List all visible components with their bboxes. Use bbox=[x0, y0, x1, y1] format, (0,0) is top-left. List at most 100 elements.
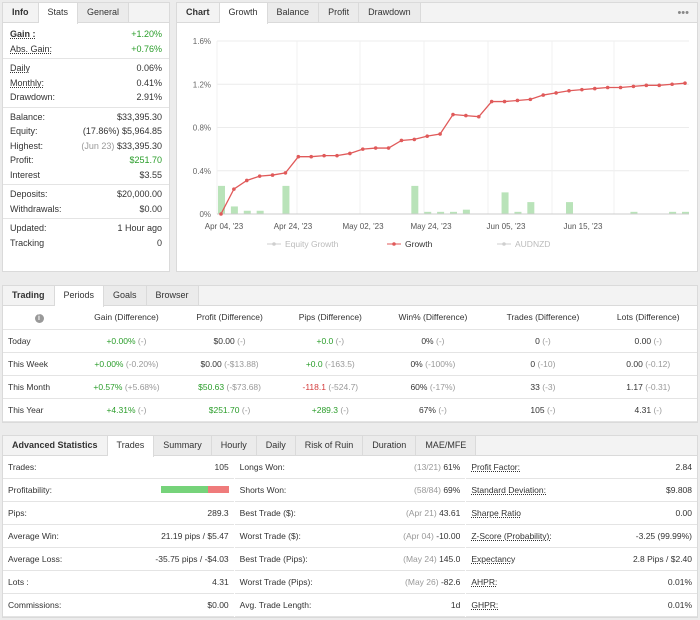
tab-daily[interactable]: Daily bbox=[256, 436, 296, 455]
legend-marker bbox=[502, 242, 506, 246]
tab-general[interactable]: General bbox=[78, 3, 130, 22]
audnzd-bar bbox=[501, 192, 509, 214]
info-value-wrap: $3.55 bbox=[139, 168, 162, 183]
stat-label[interactable]: GHPR: bbox=[471, 600, 499, 610]
growth-point bbox=[670, 82, 674, 87]
growth-point bbox=[399, 138, 404, 143]
tab-profit[interactable]: Profit bbox=[319, 3, 360, 22]
stat-value: 2.8 Pips / $2.40 bbox=[632, 554, 693, 564]
growth-point bbox=[412, 137, 417, 142]
profitability-bar bbox=[160, 486, 229, 493]
stat-value-wrap: 1d bbox=[451, 600, 460, 610]
audnzd-bar bbox=[424, 211, 432, 214]
header-win: Win% (Difference) bbox=[379, 306, 487, 330]
legend-label[interactable]: Equity Growth bbox=[285, 239, 339, 249]
stat-prefix: (May 24) bbox=[403, 554, 437, 564]
info-label[interactable]: Monthly: bbox=[10, 77, 45, 88]
periods-body: Today +0.00% (-) $0.00 (-) +0.0 (-) 0% (-) 0 … bbox=[3, 329, 697, 422]
tab-drawdown[interactable]: Drawdown bbox=[359, 3, 421, 22]
stat-label[interactable]: AHPR: bbox=[471, 577, 498, 587]
tab-risk-of-ruin[interactable]: Risk of Ruin bbox=[295, 436, 364, 455]
period-label: This Month bbox=[3, 375, 75, 399]
info-label[interactable]: Gain : bbox=[10, 29, 36, 39]
stat-value-wrap: (13/21) 61% bbox=[414, 462, 460, 472]
tab-info[interactable]: Info bbox=[3, 3, 39, 22]
period-value: 0.00 bbox=[626, 358, 643, 369]
tab-goals[interactable]: Goals bbox=[104, 286, 147, 305]
stat-row: GHPR: 0.01% bbox=[466, 594, 698, 617]
info-row: Updated: 1 Hour ago bbox=[3, 221, 169, 236]
growth-chart: 0% 0.4% 0.8% 1.2% 1.6% Apr 04, '23 Apr 24, '23… bbox=[193, 37, 689, 249]
growth-point bbox=[554, 91, 558, 95]
tab-mae-mfe[interactable]: MAE/MFE bbox=[416, 436, 477, 455]
period-cell: 105 (-) bbox=[486, 398, 600, 422]
stat-value-wrap: (Apr 04) -10.00 bbox=[403, 531, 460, 541]
info-prefix: (17.86%) bbox=[82, 126, 120, 136]
stat-label: Worst Trade ($): bbox=[239, 531, 301, 541]
stat-label: Profitability: bbox=[8, 485, 52, 495]
stat-label: Best Trade ($): bbox=[239, 508, 296, 518]
info-label[interactable]: Abs. Gain: bbox=[10, 43, 53, 54]
growth-point bbox=[425, 134, 430, 138]
info-value: +1.20% bbox=[131, 29, 162, 39]
growth-point bbox=[644, 83, 649, 88]
tab-hourly[interactable]: Hourly bbox=[211, 436, 257, 455]
info-label: Tracking bbox=[10, 237, 45, 248]
period-cell: 0% (-) bbox=[379, 329, 487, 353]
tab-periods[interactable]: Periods bbox=[54, 286, 105, 307]
period-diff: (-) bbox=[438, 404, 447, 415]
stat-label[interactable]: Z-Score (Probability): bbox=[471, 531, 552, 541]
header-profit: Profit (Difference) bbox=[177, 306, 282, 330]
y-tick-label: 1.6% bbox=[193, 37, 211, 46]
tab-trading[interactable]: Trading bbox=[3, 286, 55, 305]
stat-value: 289.3 bbox=[207, 508, 229, 518]
tab-summary[interactable]: Summary bbox=[154, 436, 212, 455]
legend-label[interactable]: AUDNZD bbox=[515, 239, 550, 249]
info-value: $0.00 bbox=[139, 203, 162, 214]
stat-label[interactable]: Sharpe Ratio bbox=[471, 508, 521, 518]
stat-label[interactable]: Standard Deviation: bbox=[471, 485, 547, 495]
info-row: Abs. Gain: +0.76% bbox=[3, 42, 169, 57]
stat-row: Profitability: bbox=[3, 479, 234, 502]
stat-row: Commissions: $0.00 bbox=[3, 594, 234, 617]
stat-prefix: (May 26) bbox=[405, 577, 439, 587]
growth-point bbox=[244, 178, 249, 183]
stat-value: -10.00 bbox=[436, 531, 461, 541]
info-icon[interactable]: i bbox=[3, 306, 75, 330]
audnzd-bar bbox=[230, 206, 238, 214]
x-tick-label: May 02, '23 bbox=[342, 222, 384, 231]
info-row: Interest $3.55 bbox=[3, 168, 169, 183]
period-value: 0% bbox=[421, 335, 434, 346]
periods-header-row: i Gain (Difference) Profit (Difference) … bbox=[3, 306, 697, 330]
stat-label[interactable]: Expectancy bbox=[471, 554, 516, 564]
stat-row: Best Trade (Pips): (May 24) 145.0 bbox=[234, 548, 466, 571]
tab-duration[interactable]: Duration bbox=[363, 436, 417, 455]
tab-stats[interactable]: Stats bbox=[38, 3, 79, 24]
period-row: Today +0.00% (-) $0.00 (-) +0.0 (-) 0% (-) 0 … bbox=[3, 329, 697, 353]
stat-value: 21.19 pips / $5.47 bbox=[161, 531, 229, 541]
period-value: +0.0 bbox=[316, 335, 334, 346]
period-value: $251.70 bbox=[208, 404, 240, 415]
period-cell: $0.00 (-) bbox=[177, 329, 282, 353]
profitability-loss-segment bbox=[208, 486, 229, 493]
info-value: +0.76% bbox=[131, 43, 162, 54]
stat-row: Standard Deviation: $9.808 bbox=[466, 479, 698, 502]
period-diff: (+5.68%) bbox=[124, 381, 160, 392]
period-cell: 1.17 (-0.31) bbox=[599, 375, 697, 399]
info-label[interactable]: Daily bbox=[10, 63, 31, 73]
period-cell: $50.63 (-$73.68) bbox=[177, 375, 282, 399]
stat-value-wrap: (May 24) 145.0 bbox=[403, 554, 460, 564]
stat-value-wrap: 2.8 Pips / $2.40 bbox=[633, 554, 692, 564]
legend-label[interactable]: Growth bbox=[405, 239, 433, 249]
growth-point bbox=[296, 154, 301, 159]
tab-advanced-statistics[interactable]: Advanced Statistics bbox=[3, 436, 108, 455]
stat-row: Worst Trade ($): (Apr 04) -10.00 bbox=[234, 525, 466, 548]
tab-growth[interactable]: Growth bbox=[219, 3, 268, 24]
tab-trades[interactable]: Trades bbox=[107, 436, 155, 457]
tab-browser[interactable]: Browser bbox=[146, 286, 199, 305]
tab-balance[interactable]: Balance bbox=[267, 3, 320, 22]
more-options-icon[interactable]: ••• bbox=[677, 7, 689, 19]
tab-chart[interactable]: Chart bbox=[177, 3, 220, 22]
info-body: Gain : +1.20% Abs. Gain: +0.76% Daily 0.06% Mo… bbox=[3, 23, 169, 250]
stat-label[interactable]: Profit Factor: bbox=[471, 462, 520, 472]
